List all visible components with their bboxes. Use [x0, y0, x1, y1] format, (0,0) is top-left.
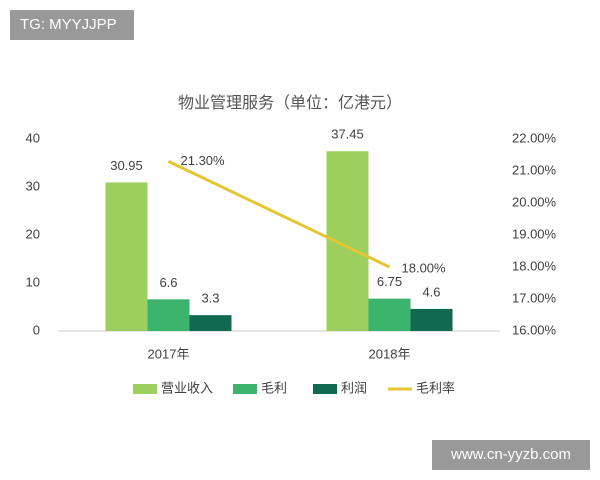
bar	[410, 308, 453, 331]
value-label: 18.00%	[402, 260, 447, 275]
legend-swatch	[313, 384, 337, 394]
legend-label: 毛利率	[416, 380, 455, 395]
watermark: TG: MYYJJPP	[20, 16, 117, 33]
y-tick-label: 0	[33, 322, 40, 337]
bar	[105, 182, 148, 331]
y2-tick-label: 21.00%	[512, 162, 557, 177]
y2-tick-label: 18.00%	[512, 258, 557, 273]
y-tick-label: 40	[26, 130, 40, 145]
y2-tick-label: 19.00%	[512, 226, 557, 241]
bar	[147, 299, 190, 331]
y2-tick-label: 22.00%	[512, 130, 557, 145]
legend-label: 利润	[341, 380, 367, 395]
x-tick-label: 2017年	[148, 346, 190, 361]
y-tick-label: 10	[26, 274, 40, 289]
legend-swatch	[233, 384, 257, 394]
source-box	[432, 440, 590, 470]
chart-title: 物业管理服务（单位：亿港元）	[178, 94, 402, 112]
source-watermark: www.cn-yyzb.com	[450, 446, 571, 463]
value-label: 6.75	[377, 274, 402, 289]
value-label: 3.3	[201, 291, 219, 306]
y2-tick-label: 17.00%	[512, 290, 557, 305]
line	[167, 160, 391, 269]
value-label: 4.6	[422, 284, 440, 299]
watermark-box	[10, 10, 134, 40]
value-label: 30.95	[110, 158, 143, 173]
value-label: 37.45	[331, 127, 364, 142]
legend-label: 营业收入	[161, 380, 213, 395]
x-tick-label: 2018年	[369, 346, 411, 361]
legend-label: 毛利	[261, 380, 287, 395]
bar	[368, 298, 411, 331]
value-label: 21.30%	[181, 153, 226, 168]
legend-swatch	[133, 384, 157, 394]
value-label: 6.6	[159, 275, 177, 290]
y-tick-label: 30	[26, 178, 40, 193]
bar	[189, 315, 232, 331]
y2-tick-label: 20.00%	[512, 194, 557, 209]
y2-tick-label: 16.00%	[512, 322, 557, 337]
y-tick-label: 20	[26, 226, 40, 241]
